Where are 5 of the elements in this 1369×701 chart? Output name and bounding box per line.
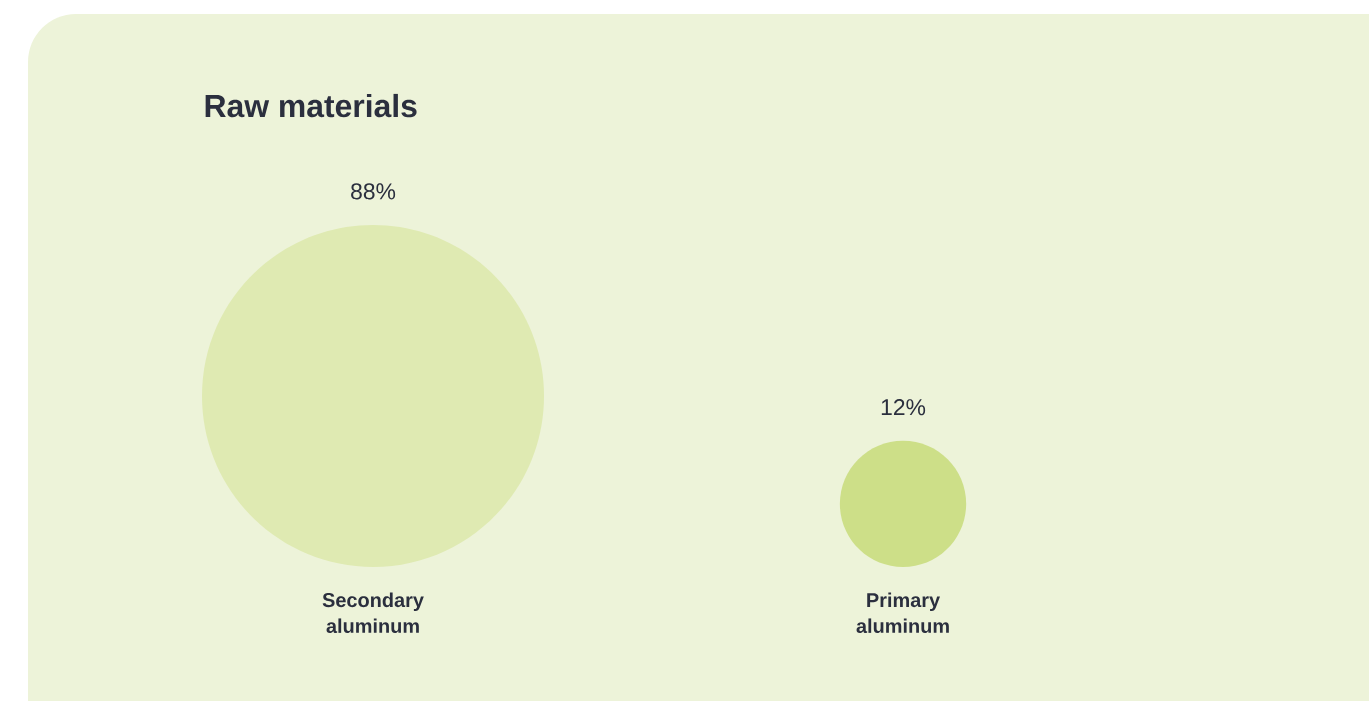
category-label: Primary aluminum bbox=[856, 592, 949, 634]
text: Raw materials bbox=[205, 93, 417, 118]
data-label: 12% bbox=[881, 399, 926, 416]
category-label: Secondary aluminum bbox=[322, 592, 424, 634]
data-label: 88% bbox=[351, 183, 396, 200]
